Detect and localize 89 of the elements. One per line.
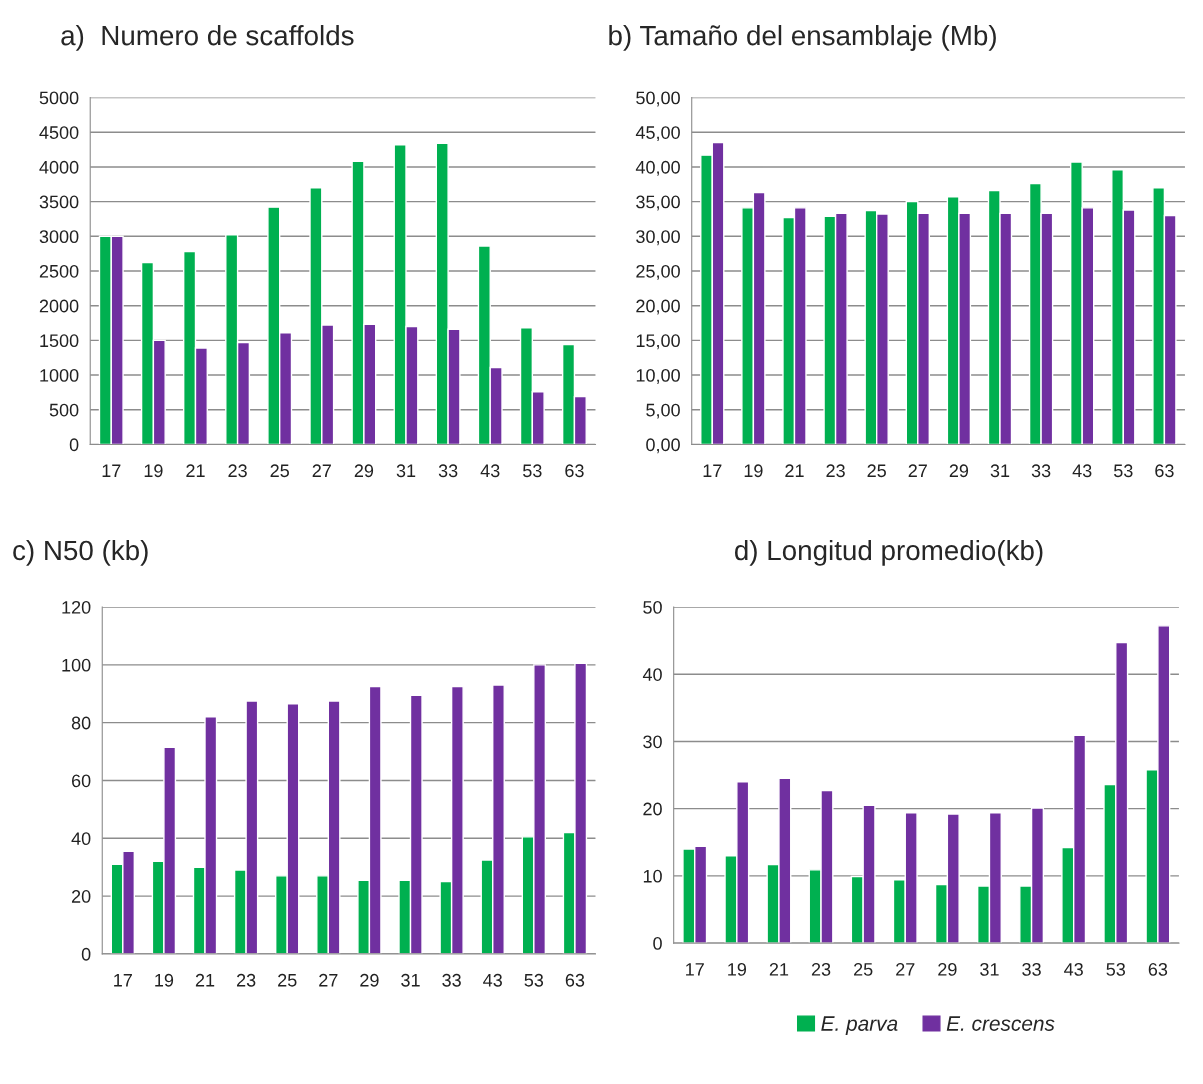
x-tick-label: 33 (1031, 464, 1051, 478)
x-tick-label: 25 (854, 963, 873, 976)
y-tick-label: 40 (642, 668, 662, 681)
y-tick-label: 25,00 (636, 264, 680, 280)
chart-title: c) N50 (kb) (13, 539, 148, 566)
y-tick-label: 80 (71, 716, 91, 730)
y-tick-label: 10 (643, 869, 662, 883)
x-tick-label: 23 (228, 464, 247, 478)
legend-label: E. crescens (946, 1016, 1055, 1031)
y-tick-label: 0 (81, 947, 91, 961)
x-tick-label: 63 (1148, 963, 1168, 976)
x-tick-label: 25 (867, 464, 886, 478)
x-tick-label: 53 (523, 464, 542, 478)
y-tick-label: 4500 (39, 126, 79, 139)
x-tick-label: 17 (686, 963, 704, 976)
y-tick-label: 2000 (39, 299, 79, 313)
y-tick-label: 50 (643, 600, 662, 614)
x-tick-label: 29 (938, 963, 957, 976)
x-tick-label: 19 (144, 464, 163, 478)
y-tick-label: 0 (653, 937, 662, 950)
x-tick-label: 63 (1155, 464, 1174, 478)
y-tick-label: 0 (69, 438, 79, 452)
y-tick-label: 4000 (39, 160, 79, 174)
y-tick-label: 1500 (40, 334, 79, 348)
x-tick-label: 17 (703, 464, 722, 477)
y-tick-label: 3000 (39, 230, 79, 244)
y-tick-label: 45,00 (635, 126, 680, 142)
x-tick-label: 33 (442, 973, 461, 987)
x-tick-label: 33 (438, 464, 458, 478)
y-tick-label: 60 (71, 774, 91, 788)
chart-title: a) Numero de scaffolds (61, 24, 354, 51)
x-tick-label: 25 (278, 973, 297, 987)
x-tick-label: 53 (1113, 464, 1133, 478)
y-tick-label: 120 (62, 600, 91, 614)
x-tick-label: 53 (1106, 963, 1126, 976)
y-tick-label: 1000 (40, 369, 79, 382)
y-tick-label: 20,00 (636, 299, 680, 315)
y-tick-label: 3500 (39, 195, 79, 209)
y-tick-label: 35,00 (636, 195, 680, 211)
y-tick-label: 20 (71, 890, 91, 903)
x-tick-label: 27 (312, 464, 331, 477)
y-tick-label: 10,00 (636, 369, 680, 384)
x-tick-label: 43 (1072, 464, 1092, 478)
x-tick-label: 43 (483, 973, 502, 987)
x-tick-label: 33 (1022, 963, 1041, 976)
y-tick-label: 5,00 (646, 403, 680, 419)
y-tick-label: 30 (643, 735, 662, 749)
y-tick-label: 40,00 (635, 160, 680, 176)
x-tick-label: 31 (990, 464, 1010, 478)
x-tick-label: 17 (114, 974, 132, 987)
x-tick-label: 43 (1064, 963, 1083, 976)
x-tick-label: 27 (319, 973, 338, 987)
x-tick-label: 21 (186, 464, 205, 477)
x-tick-label: 29 (949, 464, 969, 478)
x-tick-label: 19 (744, 464, 763, 478)
x-tick-label: 63 (565, 973, 585, 987)
x-tick-label: 21 (785, 464, 804, 477)
x-tick-label: 23 (811, 963, 831, 976)
x-tick-label: 29 (354, 464, 374, 478)
y-tick-label: 20 (643, 802, 662, 816)
x-tick-label: 31 (980, 963, 999, 976)
chart-title: d) Longitud promedio(kb) (735, 539, 1043, 566)
y-tick-label: 5000 (39, 91, 79, 105)
x-tick-label: 23 (826, 464, 845, 478)
x-tick-label: 53 (524, 973, 544, 987)
y-tick-label: 30,00 (636, 230, 680, 246)
legend-label: E. parva (821, 1016, 898, 1036)
y-tick-label: 50,00 (636, 91, 680, 107)
y-tick-label: 100 (62, 658, 91, 672)
x-tick-label: 31 (401, 973, 420, 987)
y-tick-label: 500 (49, 403, 79, 417)
x-tick-label: 17 (102, 464, 121, 477)
chart-title: b) Tamaño del ensamblaje (Mb) (609, 24, 996, 51)
y-tick-label: 40 (71, 832, 91, 846)
x-tick-label: 63 (565, 464, 584, 478)
x-tick-label: 27 (908, 464, 927, 477)
y-tick-label: 0,00 (646, 438, 680, 454)
y-tick-label: 2500 (39, 264, 79, 278)
x-tick-label: 31 (396, 464, 416, 478)
x-tick-label: 43 (480, 464, 500, 478)
x-tick-label: 19 (728, 963, 747, 976)
x-tick-label: 27 (896, 963, 915, 976)
x-tick-label: 21 (195, 973, 215, 987)
x-tick-label: 19 (155, 973, 174, 987)
x-tick-label: 23 (236, 973, 256, 987)
y-tick-label: 15,00 (636, 334, 680, 350)
x-tick-label: 25 (270, 464, 289, 478)
x-tick-label: 21 (769, 963, 789, 976)
x-tick-label: 29 (360, 973, 379, 987)
